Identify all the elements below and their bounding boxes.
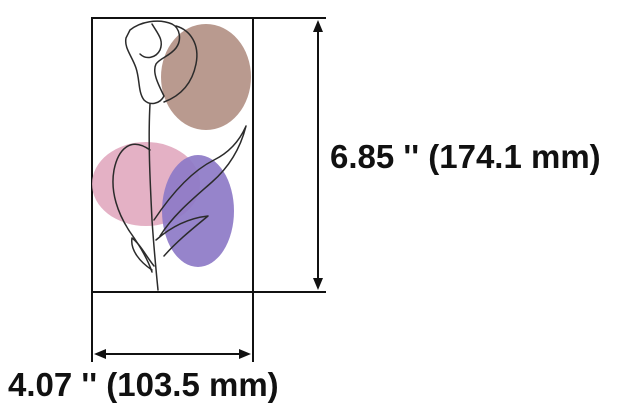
width-dimension-label: 4.07 '' (103.5 mm)	[8, 366, 279, 403]
width-arrowhead-right	[239, 349, 251, 359]
design-bounding-box	[91, 17, 254, 293]
height-arrowhead-bottom	[313, 278, 323, 290]
design-frame	[91, 17, 254, 293]
height-arrowhead-top	[313, 20, 323, 32]
tulip-petal-inner	[139, 23, 163, 59]
leaf-right	[153, 125, 247, 237]
width-dimension-line	[91, 292, 254, 362]
leaf-right-lower	[155, 215, 209, 257]
leaf-base	[131, 237, 155, 271]
tulip-bloom	[124, 20, 181, 105]
tulip-line-art	[112, 20, 247, 291]
height-dimension-label: 6.85 '' (174.1 mm)	[330, 138, 601, 175]
tulip-petal-right	[163, 25, 198, 103]
tulip-stem	[148, 103, 159, 291]
height-dimension-line	[253, 17, 326, 293]
color-blobs	[92, 24, 251, 267]
leaf-left	[112, 143, 153, 273]
width-arrowhead-left	[94, 349, 106, 359]
brown-blob	[161, 24, 251, 130]
